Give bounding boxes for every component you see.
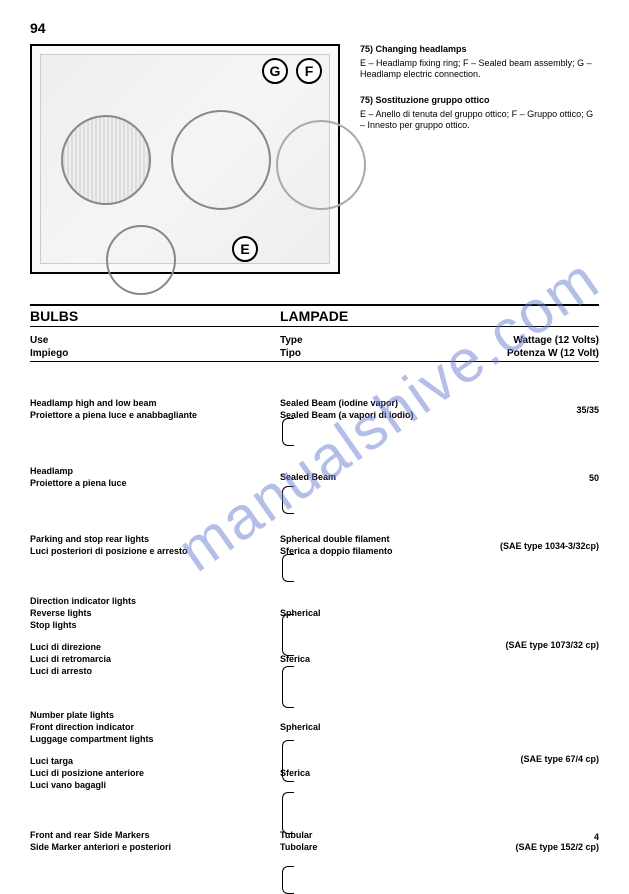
table-row: Headlamp high and low beam Proiettore a … bbox=[30, 390, 599, 430]
type-it: Sferica bbox=[280, 768, 460, 780]
wattage: 50 bbox=[460, 473, 599, 483]
caption-en-title: 75) Changing headlamps bbox=[360, 44, 599, 56]
table-body: Headlamp high and low beam Proiettore a … bbox=[30, 390, 599, 862]
type-en: Spherical bbox=[280, 608, 460, 620]
header-type-en: Type bbox=[280, 335, 460, 346]
figure-label-g: G bbox=[262, 58, 288, 84]
header-type-it: Tipo bbox=[280, 348, 460, 359]
headlamp-circle-4 bbox=[106, 225, 176, 295]
headlamp-circle-2 bbox=[171, 110, 271, 210]
brace-icon bbox=[282, 486, 294, 514]
header-use-it: Impiego bbox=[30, 348, 280, 359]
use-it: Luci targa bbox=[30, 756, 280, 768]
table-row: Front and rear Side Markers Side Marker … bbox=[30, 822, 599, 862]
brace-icon bbox=[282, 614, 294, 656]
table-row: Direction indicator lights Reverse light… bbox=[30, 594, 599, 634]
type-en: Sealed Beam bbox=[280, 472, 460, 484]
header-watt-en: Wattage (12 Volts) bbox=[460, 335, 599, 346]
use-it: Luci di arresto bbox=[30, 666, 280, 678]
type-en: Spherical bbox=[280, 722, 460, 734]
caption-en-body: E – Headlamp fixing ring; F – Sealed bea… bbox=[360, 58, 599, 81]
brace-icon bbox=[282, 740, 294, 782]
use-it: Luci di direzione bbox=[30, 642, 280, 654]
use-it: Luci di posizione anteriore bbox=[30, 768, 280, 780]
top-section: G F E 75) Changing headlamps E – Headlam… bbox=[30, 44, 599, 274]
use-it: Luci di retromarcia bbox=[30, 654, 280, 666]
divider bbox=[30, 304, 599, 306]
table-row: Luci di direzione Luci di retromarcia Lu… bbox=[30, 640, 599, 680]
use-en: Stop lights bbox=[30, 620, 280, 632]
use-en: Front direction indicator bbox=[30, 722, 280, 734]
headlamp-circle-3 bbox=[276, 120, 366, 210]
wattage: (SAE type 152/2 cp) bbox=[460, 842, 599, 852]
section-lampade: LAMPADE bbox=[280, 308, 460, 324]
caption-it-title: 75) Sostituzione gruppo ottico bbox=[360, 95, 599, 107]
use-en: Front and rear Side Markers bbox=[30, 830, 280, 842]
divider bbox=[30, 361, 599, 362]
use-it: Luci posteriori di posizione e arresto bbox=[30, 546, 280, 558]
column-headers-it: Impiego Tipo Potenza W (12 Volt) bbox=[30, 348, 599, 359]
table-row: Number plate lights Front direction indi… bbox=[30, 708, 599, 748]
use-it: Side Marker anteriori e posteriori bbox=[30, 842, 280, 854]
type-en: Tubular bbox=[280, 830, 460, 842]
type-en: Spherical double filament bbox=[280, 534, 460, 546]
column-headers-en: Use Type Wattage (12 Volts) bbox=[30, 335, 599, 346]
type-en: Sealed Beam (iodine vapor) bbox=[280, 398, 460, 410]
page-number: 94 bbox=[30, 20, 599, 36]
figure: G F E bbox=[30, 44, 340, 274]
type-it: Sferica bbox=[280, 654, 460, 666]
section-bulbs: BULBS bbox=[30, 308, 280, 324]
type-it: Sealed Beam (a vapori di iodio) bbox=[280, 410, 460, 422]
use-it: Proiettore a piena luce e anabbagliante bbox=[30, 410, 280, 422]
figure-illustration bbox=[40, 54, 330, 264]
use-en: Headlamp bbox=[30, 466, 280, 478]
table-row: Headlamp Proiettore a piena luce Sealed … bbox=[30, 458, 599, 498]
wattage: (SAE type 67/4 cp) bbox=[460, 754, 599, 764]
use-en: Headlamp high and low beam bbox=[30, 398, 280, 410]
header-use-en: Use bbox=[30, 335, 280, 346]
brace-icon bbox=[282, 866, 294, 894]
divider bbox=[30, 326, 599, 327]
table-row: Luci targa Luci di posizione anteriore L… bbox=[30, 754, 599, 794]
figure-label-f: F bbox=[296, 58, 322, 84]
use-en: Reverse lights bbox=[30, 608, 280, 620]
wattage: 35/35 bbox=[460, 405, 599, 415]
use-en: Luggage compartment lights bbox=[30, 734, 280, 746]
brace-icon bbox=[282, 554, 294, 582]
figure-label-e: E bbox=[232, 236, 258, 262]
brace-icon bbox=[282, 792, 294, 834]
brace-icon bbox=[282, 418, 294, 446]
table-row: Parking and stop rear lights Luci poster… bbox=[30, 526, 599, 566]
use-it: Luci vano bagagli bbox=[30, 780, 280, 792]
use-it: Proiettore a piena luce bbox=[30, 478, 280, 490]
wattage: (SAE type 1073/32 cp) bbox=[460, 640, 599, 650]
caption-it-body: E – Anello di tenuta del gruppo ottico; … bbox=[360, 109, 599, 132]
braces bbox=[278, 390, 298, 862]
wattage: (SAE type 1034-3/32cp) bbox=[460, 541, 599, 551]
use-en: Direction indicator lights bbox=[30, 596, 280, 608]
headlamp-circle-1 bbox=[61, 115, 151, 205]
brace-icon bbox=[282, 666, 294, 708]
type-it: Sferica a doppio filamento bbox=[280, 546, 460, 558]
type-it: Tubolare bbox=[280, 842, 460, 854]
captions: 75) Changing headlamps E – Headlamp fixi… bbox=[360, 44, 599, 274]
use-en: Parking and stop rear lights bbox=[30, 534, 280, 546]
use-en: Number plate lights bbox=[30, 710, 280, 722]
wattage: 4 bbox=[460, 832, 599, 842]
section-header: BULBS LAMPADE bbox=[30, 308, 599, 324]
header-watt-it: Potenza W (12 Volt) bbox=[460, 348, 599, 359]
